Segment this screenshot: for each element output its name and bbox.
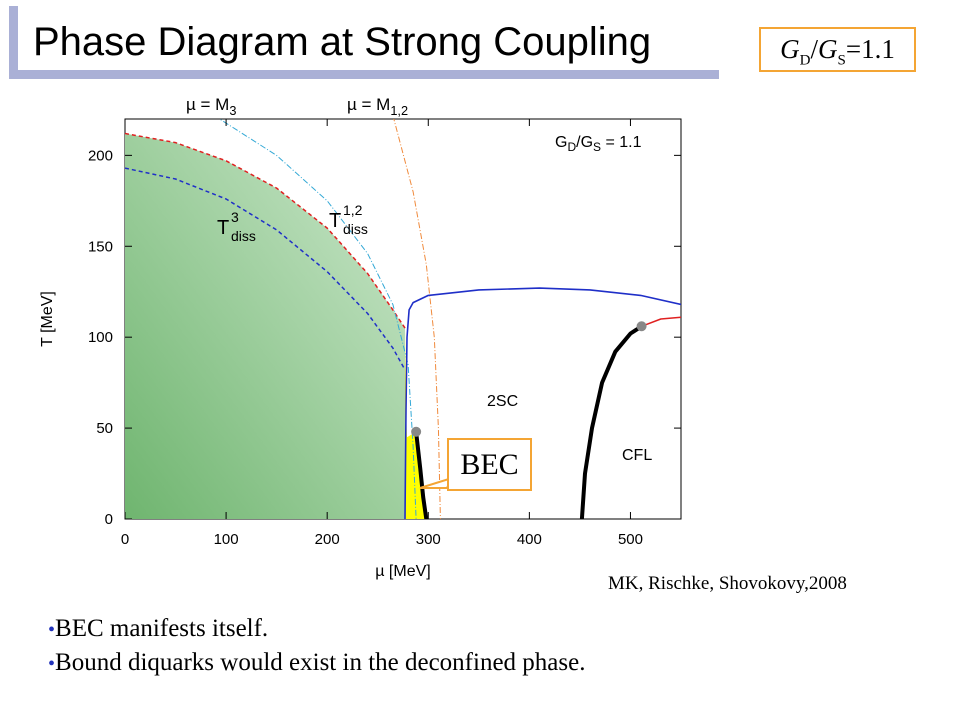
tdiss12-label-sub: diss bbox=[343, 221, 368, 237]
bullet-item: •Bound diquarks would exist in the decon… bbox=[48, 649, 585, 677]
tdiss3-label-sub: diss bbox=[231, 228, 256, 244]
series-line-2 bbox=[218, 119, 417, 519]
s-subscript: S bbox=[837, 52, 846, 69]
slash: / bbox=[810, 34, 819, 64]
critical-point-1 bbox=[636, 321, 647, 332]
title-underline bbox=[9, 70, 719, 79]
bullet-text: BEC manifests itself. bbox=[55, 615, 269, 642]
inside-ratio-eq: = 1.1 bbox=[601, 134, 642, 151]
top-label-m3-main: µ = M bbox=[186, 95, 229, 114]
slide-title: Phase Diagram at Strong Coupling bbox=[33, 20, 652, 64]
y-tick-label: 0 bbox=[105, 511, 113, 528]
plot-area bbox=[125, 119, 681, 519]
inside-ratio-g: G bbox=[555, 134, 567, 151]
x-tick-label: 500 bbox=[618, 531, 643, 548]
y-tick-label: 200 bbox=[88, 147, 113, 164]
top-label-m12-main: µ = M bbox=[347, 95, 390, 114]
y-tick-label: 100 bbox=[88, 329, 113, 346]
inside-ratio-slash: /G bbox=[576, 134, 593, 151]
series-line-5 bbox=[579, 324, 643, 519]
series-line-7 bbox=[414, 431, 429, 519]
bullet-dot-icon: • bbox=[48, 653, 56, 675]
top-label-m3-sub: 3 bbox=[229, 103, 236, 118]
bullet-text: Bound diquarks would exist in the deconf… bbox=[55, 649, 586, 676]
top-label-m12-sub: 1,2 bbox=[390, 103, 408, 118]
region-label-2sc: 2SC bbox=[487, 393, 518, 410]
inside-ratio-d: D bbox=[567, 140, 576, 154]
bec-region bbox=[405, 328, 427, 519]
bullet-dot-icon: • bbox=[48, 619, 56, 641]
deconfined-region bbox=[125, 133, 405, 519]
series-line-3 bbox=[393, 119, 441, 519]
x-tick-label: 100 bbox=[214, 531, 239, 548]
y-tick-label: 150 bbox=[88, 238, 113, 255]
region-label-cfl: CFL bbox=[622, 447, 652, 464]
x-tick-label: 200 bbox=[315, 531, 340, 548]
series-line-0 bbox=[125, 132, 406, 329]
tdiss3-label: T bbox=[217, 217, 229, 239]
y-tick-label: 50 bbox=[96, 420, 113, 437]
bullet-item: •BEC manifests itself. bbox=[48, 615, 585, 643]
bec-callout: BEC bbox=[447, 438, 532, 491]
d-subscript: D bbox=[799, 52, 811, 69]
series-line-6 bbox=[641, 316, 681, 328]
top-label-m3: µ = M3 bbox=[186, 95, 236, 118]
x-axis-label: µ [MeV] bbox=[375, 563, 430, 580]
tdiss12-label: T bbox=[329, 210, 341, 232]
citation: MK, Rischke, Shovokovy,2008 bbox=[608, 573, 847, 594]
tdiss12-label-sup: 1,2 bbox=[343, 202, 363, 218]
g-symbol: G bbox=[780, 34, 800, 64]
g-symbol-2: G bbox=[818, 34, 838, 64]
tdiss3-label-sup: 3 bbox=[231, 209, 239, 225]
title-accent-bar bbox=[9, 6, 18, 78]
series-line-4 bbox=[404, 287, 681, 519]
inside-ratio-s: S bbox=[593, 140, 601, 154]
coupling-ratio-box: GD/GS=1.1 bbox=[759, 27, 916, 72]
top-label-m12: µ = M1,2 bbox=[347, 95, 408, 118]
bullet-list: •BEC manifests itself. •Bound diquarks w… bbox=[48, 615, 585, 683]
ratio-value: =1.1 bbox=[845, 34, 895, 64]
y-axis-label: T [MeV] bbox=[39, 291, 56, 347]
critical-point-0 bbox=[411, 426, 422, 437]
inside-ratio-label: GD/GS = 1.1 bbox=[555, 134, 642, 154]
x-tick-label: 400 bbox=[517, 531, 542, 548]
x-tick-label: 0 bbox=[121, 531, 129, 548]
x-tick-label: 300 bbox=[416, 531, 441, 548]
series-line-1 bbox=[125, 167, 406, 371]
